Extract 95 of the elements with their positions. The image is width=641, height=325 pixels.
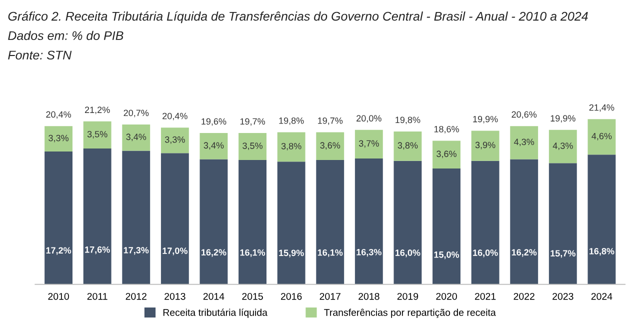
- chart-title: Gráfico 2. Receita Tributária Líquida de Transferências do Governo Central - Brasil - Anual - 2010 a 2024: [8, 11, 588, 24]
- bar: [432, 140, 460, 169]
- bar: [471, 130, 500, 161]
- bar: [354, 158, 383, 284]
- data-label: 16,8%: [589, 248, 614, 256]
- total-label: 20,0%: [356, 115, 382, 123]
- bar: [160, 153, 189, 284]
- total-label: 21,4%: [589, 104, 614, 112]
- bar: [122, 124, 150, 151]
- legend-label: Transferências por repartição de receita: [324, 308, 496, 318]
- x-tick-label: 2021: [474, 292, 496, 300]
- source-note: Fonte: STN: [8, 50, 72, 60]
- bar: [588, 154, 616, 284]
- bar: [510, 126, 538, 160]
- data-label: 15,7%: [550, 250, 576, 258]
- data-label: 3,3%: [48, 134, 68, 142]
- total-label: 19,6%: [202, 118, 226, 126]
- total-label: 19,9%: [473, 116, 498, 124]
- x-tick-label: 2023: [552, 292, 574, 300]
- bar: [432, 168, 460, 284]
- x-tick-label: 2022: [514, 292, 534, 300]
- bar: [394, 131, 422, 161]
- x-tick-label: 2016: [280, 292, 302, 300]
- x-tick-label: 2019: [397, 292, 418, 300]
- data-label: 16,2%: [201, 249, 226, 257]
- data-label: 3,6%: [436, 150, 456, 158]
- data-label: 16,3%: [356, 248, 382, 257]
- data-label: 17,3%: [124, 247, 149, 255]
- x-tick-label: 2024: [591, 292, 612, 300]
- data-label: 3,9%: [475, 142, 496, 150]
- bar: [122, 150, 150, 284]
- total-label: 19,9%: [550, 115, 576, 123]
- x-tick-label: 2014: [203, 292, 224, 300]
- data-label: 3,4%: [126, 134, 146, 142]
- total-label: 20,4%: [162, 112, 188, 120]
- bar: [277, 132, 306, 162]
- data-label: 16,1%: [318, 249, 343, 258]
- bar: [548, 130, 577, 164]
- data-label: 17,0%: [162, 248, 188, 256]
- data-label: 4,3%: [514, 138, 534, 146]
- bar: [471, 160, 500, 284]
- bar: [200, 133, 228, 160]
- total-label: 19,8%: [279, 117, 304, 125]
- data-label: 3,5%: [87, 130, 108, 138]
- data-label: 4,3%: [552, 142, 573, 150]
- total-label: 18,6%: [434, 126, 459, 134]
- bar: [277, 162, 306, 284]
- data-label: 3,7%: [358, 140, 379, 148]
- data-label: 16,1%: [240, 249, 266, 258]
- total-label: 19,7%: [318, 117, 343, 125]
- data-label: 17,6%: [85, 246, 110, 254]
- legend-label: Receita tributária líquida: [163, 308, 268, 318]
- bar: [200, 159, 228, 284]
- total-label: 20,4%: [46, 111, 72, 119]
- data-label: 16,0%: [395, 250, 420, 258]
- x-tick-label: 2011: [87, 292, 108, 300]
- x-tick-label: 2018: [358, 292, 380, 300]
- data-label: 3,5%: [242, 142, 262, 150]
- x-tick-label: 2013: [164, 292, 186, 300]
- bar: [83, 148, 112, 284]
- x-tick-label: 2010: [48, 292, 69, 300]
- total-label: 20,6%: [512, 111, 537, 119]
- total-label: 20,7%: [124, 110, 149, 118]
- x-tick-label: 2017: [320, 292, 340, 300]
- bar: [44, 152, 72, 284]
- bar: [548, 163, 577, 284]
- data-label: 4,6%: [592, 132, 612, 140]
- x-tick-label: 2015: [242, 292, 263, 300]
- bar: [354, 130, 383, 159]
- data-label: 3,8%: [398, 142, 418, 150]
- total-label: 19,7%: [240, 118, 265, 126]
- x-tick-label: 2012: [126, 292, 146, 300]
- data-label: 3,8%: [281, 142, 302, 150]
- bar: [83, 121, 112, 148]
- data-label: 3,4%: [204, 142, 224, 150]
- data-label: 15,9%: [279, 250, 304, 258]
- data-label: 15,0%: [434, 251, 460, 260]
- data-label: 16,0%: [473, 250, 498, 258]
- bar: [44, 126, 72, 152]
- bar: [316, 160, 344, 284]
- bar: [316, 132, 344, 160]
- bar: [394, 160, 422, 284]
- data-label: 17,2%: [46, 247, 72, 255]
- bar: [588, 119, 616, 155]
- x-tick-label: 2020: [436, 292, 457, 300]
- data-label: 3,6%: [320, 142, 340, 150]
- bar: [238, 160, 266, 284]
- data-label: 16,2%: [512, 249, 537, 257]
- data-label: 3,3%: [164, 136, 185, 144]
- total-label: 21,2%: [84, 106, 110, 114]
- chart-subtitle: Dados em: % do PIB: [8, 30, 124, 40]
- bar: [510, 159, 538, 284]
- total-label: 19,8%: [396, 116, 420, 124]
- bar: [238, 133, 266, 160]
- bar: [160, 128, 189, 154]
